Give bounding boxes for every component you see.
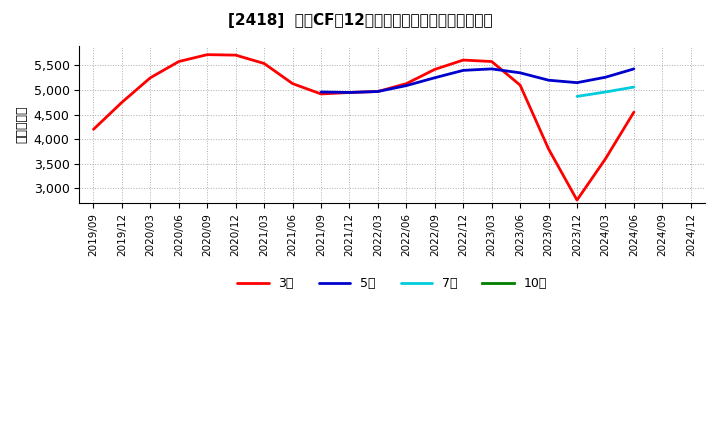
3年 [402,81,410,86]
7年 [629,84,638,90]
3年 [260,61,269,66]
Line: 7年: 7年 [577,87,634,96]
3年 [459,57,467,62]
3年 [345,90,354,95]
7年 [601,89,610,95]
Line: 5年: 5年 [321,69,634,92]
3年 [146,75,155,81]
5年 [431,75,439,81]
5年 [516,70,524,76]
Y-axis label: （百万円）: （百万円） [15,106,28,143]
3年 [174,59,183,64]
5年 [487,66,496,72]
5年 [459,68,467,73]
3年 [89,127,98,132]
5年 [572,80,581,85]
3年 [431,67,439,72]
7年 [572,94,581,99]
3年 [629,110,638,115]
3年 [572,198,581,203]
3年 [117,100,126,105]
3年 [544,147,553,152]
5年 [601,75,610,80]
Text: [2418]  投賄CFの12か月移動合計の標準偏差の推移: [2418] 投賄CFの12か月移動合計の標準偏差の推移 [228,13,492,28]
3年 [374,89,382,94]
5年 [402,83,410,88]
3年 [203,52,212,57]
3年 [288,81,297,86]
3年 [317,92,325,97]
Line: 3年: 3年 [94,55,634,200]
5年 [629,66,638,72]
5年 [317,89,325,95]
5年 [374,89,382,94]
3年 [487,59,496,64]
3年 [231,52,240,58]
Legend: 3年, 5年, 7年, 10年: 3年, 5年, 7年, 10年 [233,272,552,295]
5年 [345,90,354,95]
5年 [544,77,553,83]
3年 [601,156,610,161]
3年 [516,82,524,88]
